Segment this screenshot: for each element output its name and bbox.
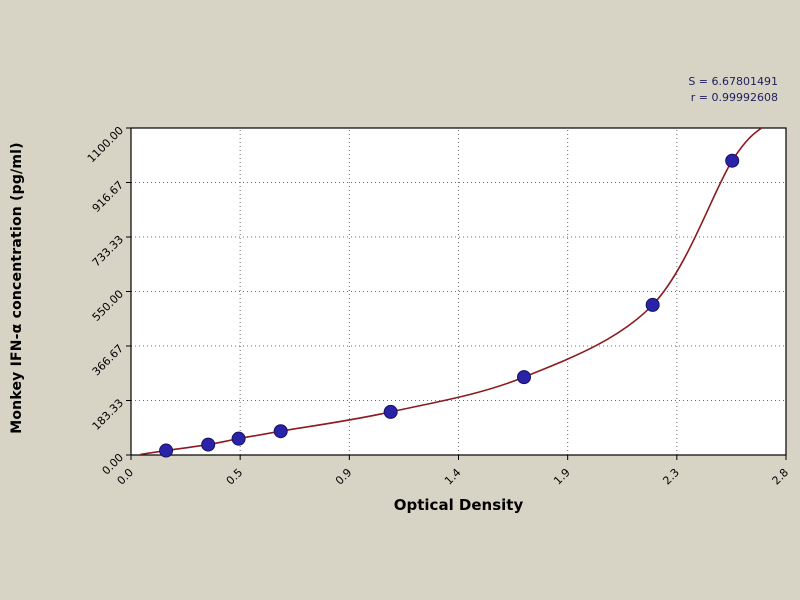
data-point [725,153,740,168]
data-point [231,431,246,446]
data-point [201,437,216,452]
data-point [273,424,288,439]
x-axis-title: Optical Density [393,496,524,514]
fit-statistics: S = 6.67801491 r = 0.99992608 [688,74,778,106]
x-tick-label: 0.5 [224,466,246,488]
y-tick-label: 183.33 [90,396,126,432]
plot-border [130,127,787,456]
y-tick-label: 733.33 [90,233,126,269]
data-point [159,443,174,458]
stat-standard-error: S = 6.67801491 [688,75,778,88]
data-point [645,297,660,312]
y-tick-label: 1100.00 [85,124,126,165]
x-tick-label: 2.8 [770,466,792,488]
data-point [383,404,398,419]
x-tick-label: 0.9 [333,466,355,488]
x-tick-label: 2.3 [660,466,682,488]
x-tick-label: 1.4 [442,466,464,488]
x-tick-label: 1.9 [551,466,573,488]
stat-correlation: r = 0.99992608 [690,91,778,104]
y-tick-label: 550.00 [90,287,126,323]
x-tick-label: 0.0 [115,466,137,488]
y-tick-label: 366.67 [90,342,126,378]
data-point [517,370,531,385]
y-tick-label: 916.67 [90,178,126,214]
